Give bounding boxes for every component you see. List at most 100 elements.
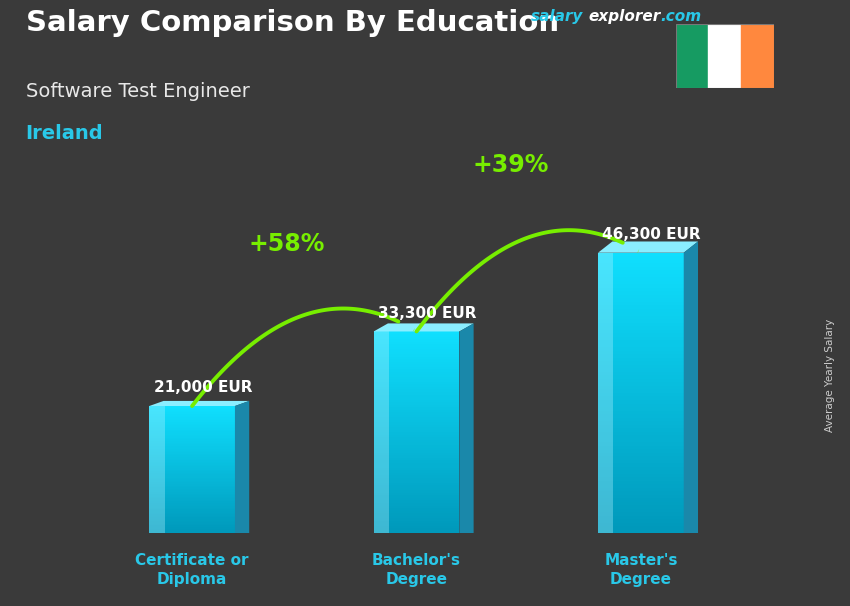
Bar: [598, 418, 683, 421]
Bar: [150, 513, 235, 514]
Bar: [374, 473, 459, 475]
Bar: [374, 331, 459, 334]
Bar: [374, 445, 459, 447]
Bar: [150, 478, 235, 479]
Bar: [150, 519, 235, 521]
Bar: [374, 402, 459, 405]
Bar: [374, 508, 459, 511]
Text: +58%: +58%: [248, 232, 325, 256]
Text: .com: .com: [660, 9, 701, 24]
Bar: [374, 357, 459, 359]
Bar: [374, 430, 459, 433]
Bar: [374, 369, 459, 372]
Bar: [374, 510, 459, 513]
Bar: [374, 344, 459, 347]
Bar: [598, 365, 683, 368]
Bar: [150, 417, 235, 419]
Text: 33,300 EUR: 33,300 EUR: [378, 306, 477, 321]
Bar: [150, 479, 235, 481]
Bar: [598, 253, 683, 256]
Bar: [598, 526, 683, 530]
Bar: [374, 488, 459, 490]
Bar: [598, 477, 683, 481]
Bar: [374, 412, 459, 415]
Bar: [598, 351, 683, 355]
Bar: [150, 468, 235, 470]
Bar: [374, 458, 459, 460]
Bar: [150, 425, 235, 427]
Bar: [598, 505, 683, 508]
Bar: [598, 312, 683, 316]
Bar: [150, 467, 235, 468]
Bar: [598, 291, 683, 295]
Bar: [598, 523, 683, 526]
Bar: [598, 414, 683, 418]
Bar: [374, 349, 459, 351]
Polygon shape: [150, 401, 249, 406]
Bar: [598, 368, 683, 372]
Bar: [374, 364, 459, 367]
Bar: [598, 333, 683, 337]
Bar: [150, 476, 235, 478]
Bar: [598, 358, 683, 361]
Text: Salary Comparison By Education: Salary Comparison By Education: [26, 9, 558, 37]
Bar: [150, 484, 235, 485]
Bar: [150, 474, 235, 476]
Bar: [150, 454, 235, 455]
Polygon shape: [374, 324, 473, 331]
Bar: [150, 409, 235, 411]
Text: Average Yearly Salary: Average Yearly Salary: [824, 319, 835, 432]
Bar: [150, 435, 235, 436]
Bar: [598, 508, 683, 512]
Bar: [374, 531, 459, 533]
Bar: [374, 470, 459, 473]
Bar: [598, 347, 683, 351]
Bar: [374, 407, 459, 410]
Bar: [150, 527, 235, 528]
Bar: [598, 456, 683, 459]
Polygon shape: [235, 401, 249, 533]
Bar: [374, 462, 459, 465]
Text: Master's
Degree: Master's Degree: [604, 553, 677, 587]
Bar: [598, 372, 683, 376]
Bar: [150, 419, 235, 421]
Bar: [150, 406, 165, 533]
Bar: [150, 449, 235, 450]
Polygon shape: [683, 241, 698, 533]
Bar: [598, 256, 683, 260]
Bar: [374, 490, 459, 493]
Bar: [598, 326, 683, 330]
Bar: [374, 453, 459, 455]
Bar: [374, 367, 459, 369]
Bar: [598, 308, 683, 312]
Bar: [598, 386, 683, 390]
Bar: [374, 475, 459, 478]
Bar: [374, 450, 459, 453]
Bar: [374, 390, 459, 392]
Bar: [374, 478, 459, 481]
Bar: [598, 277, 683, 281]
Bar: [374, 382, 459, 384]
Bar: [598, 274, 683, 278]
Bar: [374, 518, 459, 521]
Bar: [150, 530, 235, 531]
Bar: [374, 422, 459, 425]
Bar: [150, 525, 235, 527]
Bar: [598, 344, 683, 347]
Bar: [374, 372, 459, 375]
Bar: [150, 459, 235, 460]
Bar: [374, 392, 459, 395]
Bar: [150, 506, 235, 508]
Bar: [598, 267, 683, 270]
Bar: [374, 334, 459, 336]
Bar: [150, 488, 235, 490]
Bar: [374, 375, 459, 377]
Bar: [150, 528, 235, 530]
Bar: [598, 302, 683, 305]
Bar: [598, 502, 683, 505]
Bar: [374, 339, 459, 342]
Bar: [598, 259, 683, 263]
Bar: [150, 482, 235, 484]
Bar: [598, 319, 683, 323]
Bar: [374, 377, 459, 379]
